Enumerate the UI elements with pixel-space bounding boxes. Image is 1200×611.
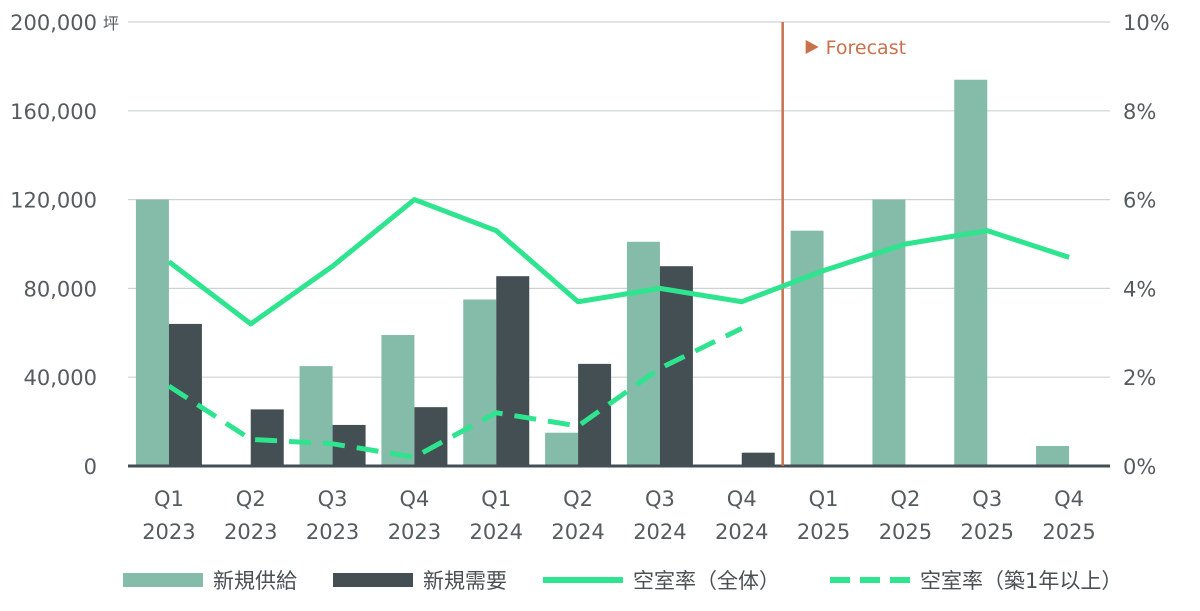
bar-new-supply — [626, 241, 660, 466]
bar-new-supply — [790, 230, 824, 466]
bars — [135, 79, 1070, 466]
legend-label-new-supply: 新規供給 — [213, 569, 297, 593]
x-tick-year: 2024 — [715, 520, 768, 544]
x-tick-quarter: Q1 — [809, 487, 839, 511]
legend-swatch-new-supply — [123, 573, 203, 587]
x-tick-year: 2023 — [142, 520, 195, 544]
x-tick-year: 2024 — [633, 520, 686, 544]
bar-new-demand — [414, 407, 448, 466]
legend-item-new-supply: 新規供給 — [123, 562, 297, 598]
left-axis-unit: 坪 — [103, 14, 119, 33]
legend: 新規供給 新規需要 空室率（全体） 空室率（築1年以上） — [0, 562, 1200, 598]
bar-new-supply — [135, 199, 169, 466]
forecast-triangle-icon — [805, 40, 819, 54]
legend-label-vacancy-1yr: 空室率（築1年以上） — [920, 569, 1123, 593]
left-tick-label: 40,000 — [24, 366, 97, 390]
x-tick-quarter: Q3 — [972, 487, 1002, 511]
bar-new-supply — [954, 79, 988, 466]
line-vacancy-total — [167, 197, 1070, 327]
legend-item-vacancy-1yr: 空室率（築1年以上） — [830, 562, 1122, 598]
x-tick-year: 2025 — [961, 520, 1014, 544]
right-tick-label: 6% — [1123, 189, 1156, 213]
bar-new-supply — [463, 299, 497, 466]
left-tick-label: 160,000 — [10, 100, 97, 124]
x-tick-quarter: Q4 — [399, 487, 429, 511]
x-tick-year: 2023 — [306, 520, 359, 544]
legend-item-vacancy-total: 空室率（全体） — [543, 562, 780, 598]
bar-new-supply — [872, 199, 906, 466]
chart: Forecast 0 40,000 80,000 120,000 160,000 200,… — [10, 11, 1170, 544]
legend-swatch-vacancy-1yr — [830, 577, 910, 583]
x-tick-quarter: Q3 — [318, 487, 348, 511]
forecast-marker: Forecast — [781, 22, 906, 466]
left-axis-ticks: 0 40,000 80,000 120,000 160,000 200,000 — [10, 11, 97, 479]
line-vacancy-1yr — [167, 326, 743, 460]
left-tick-label: 0 — [84, 455, 97, 479]
left-tick-label: 120,000 — [10, 189, 97, 213]
right-tick-label: 0% — [1123, 455, 1156, 479]
bar-new-supply — [1036, 446, 1070, 466]
x-tick-quarter: Q2 — [563, 487, 593, 511]
right-tick-label: 10% — [1123, 11, 1170, 35]
x-tick-quarter: Q4 — [727, 487, 757, 511]
bar-new-supply — [299, 366, 333, 466]
x-tick-year: 2025 — [879, 520, 932, 544]
left-tick-label: 80,000 — [24, 277, 97, 301]
legend-label-vacancy-total: 空室率（全体） — [633, 569, 780, 593]
legend-item-new-demand: 新規需要 — [333, 562, 507, 598]
left-tick-label: 200,000 — [10, 11, 97, 35]
x-tick-year: 2024 — [551, 520, 604, 544]
right-tick-label: 2% — [1123, 366, 1156, 390]
x-tick-quarter: Q3 — [645, 487, 675, 511]
legend-label-new-demand: 新規需要 — [423, 569, 507, 593]
x-tick-quarter: Q1 — [154, 487, 184, 511]
x-tick-quarter: Q2 — [890, 487, 920, 511]
x-axis-ticks: Q1 2023 Q2 2023 Q3 2023 Q4 2023 Q1 2024 Q2 2024 Q3 20… — [142, 487, 1096, 544]
grid-lines — [128, 21, 1110, 378]
forecast-label: Forecast — [826, 37, 906, 59]
bar-new-supply — [545, 432, 579, 466]
x-tick-year: 2023 — [388, 520, 441, 544]
x-tick-year: 2024 — [470, 520, 523, 544]
lines — [167, 197, 1070, 460]
x-tick-year: 2025 — [1042, 520, 1095, 544]
right-axis-ticks: 0% 2% 4% 6% 8% 10% — [1123, 11, 1170, 479]
x-tick-quarter: Q1 — [481, 487, 511, 511]
bar-new-supply — [381, 335, 415, 466]
x-tick-year: 2023 — [224, 520, 277, 544]
x-tick-quarter: Q4 — [1054, 487, 1084, 511]
bar-new-demand — [741, 452, 775, 466]
legend-swatch-vacancy-total — [543, 577, 623, 583]
x-tick-year: 2025 — [797, 520, 850, 544]
bar-new-demand — [496, 276, 530, 466]
x-tick-quarter: Q2 — [236, 487, 266, 511]
right-tick-label: 4% — [1123, 277, 1156, 301]
legend-swatch-new-demand — [333, 573, 413, 587]
right-tick-label: 8% — [1123, 100, 1156, 124]
